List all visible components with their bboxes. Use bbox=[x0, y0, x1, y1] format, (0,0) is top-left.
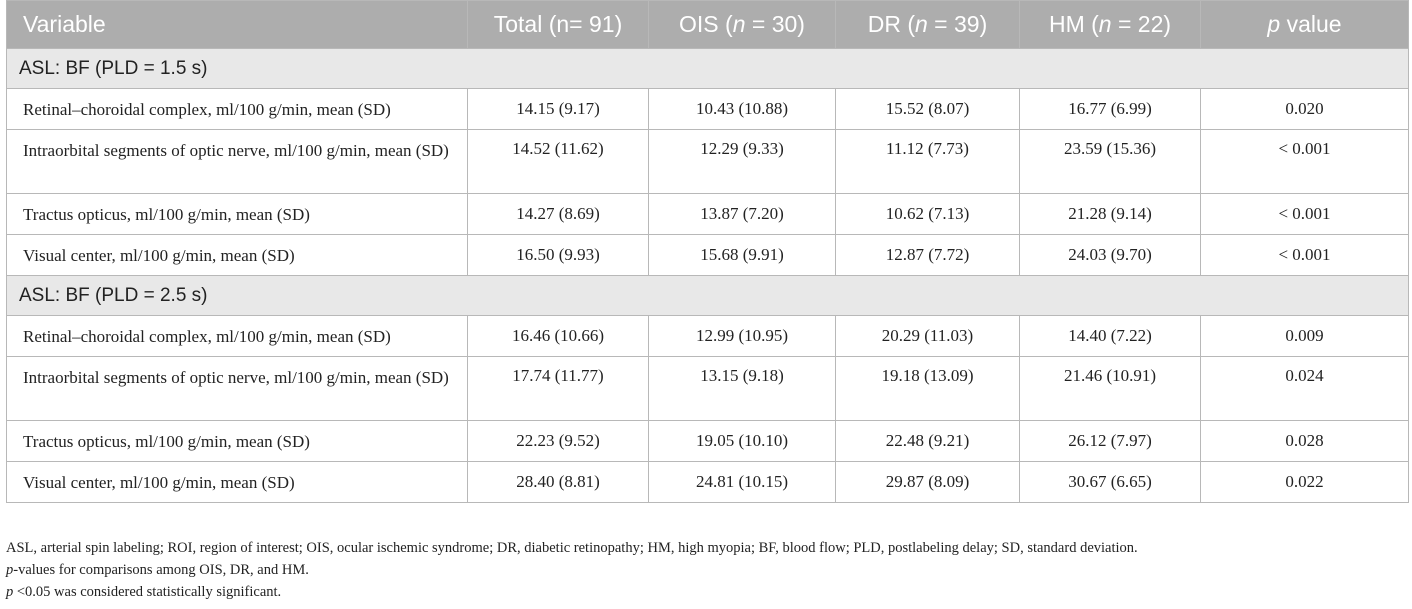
cell-dr: 12.87 (7.72) bbox=[835, 234, 1020, 276]
cell-p: 0.024 bbox=[1200, 356, 1409, 421]
header-ois-n: n bbox=[732, 11, 746, 37]
cell-hm: 14.40 (7.22) bbox=[1019, 315, 1201, 357]
cell-total: 16.50 (9.93) bbox=[467, 234, 649, 276]
table-row: Intraorbital segments of optic nerve, ml… bbox=[6, 356, 1409, 421]
data-table-container: Variable Total (n= 91) OIS (n = 30) DR (… bbox=[6, 0, 1409, 503]
footnote-abbreviations: ASL, arterial spin labeling; ROI, region… bbox=[6, 540, 1138, 556]
table-row: Visual center, ml/100 g/min, mean (SD) 2… bbox=[6, 461, 1409, 503]
cell-dr: 15.52 (8.07) bbox=[835, 88, 1020, 130]
cell-total: 14.52 (11.62) bbox=[467, 129, 649, 194]
cell-dr: 10.62 (7.13) bbox=[835, 193, 1020, 235]
header-p-post: value bbox=[1280, 11, 1342, 37]
header-variable: Variable bbox=[6, 0, 468, 49]
header-hm-post: = 22) bbox=[1111, 11, 1172, 37]
cell-ois: 10.43 (10.88) bbox=[648, 88, 836, 130]
footnote-pvalues-text: -values for comparisons among OIS, DR, a… bbox=[13, 562, 309, 578]
cell-dr: 29.87 (8.09) bbox=[835, 461, 1020, 503]
cell-p: < 0.001 bbox=[1200, 193, 1409, 235]
cell-total: 16.46 (10.66) bbox=[467, 315, 649, 357]
row-label: Intraorbital segments of optic nerve, ml… bbox=[6, 129, 468, 194]
row-label: Intraorbital segments of optic nerve, ml… bbox=[6, 356, 468, 421]
cell-total: 14.15 (9.17) bbox=[467, 88, 649, 130]
header-dr: DR (n = 39) bbox=[835, 0, 1020, 49]
cell-p: < 0.001 bbox=[1200, 234, 1409, 276]
cell-ois: 13.15 (9.18) bbox=[648, 356, 836, 421]
cell-p: 0.009 bbox=[1200, 315, 1409, 357]
cell-dr: 20.29 (11.03) bbox=[835, 315, 1020, 357]
row-label: Retinal–choroidal complex, ml/100 g/min,… bbox=[6, 315, 468, 357]
header-dr-post: = 39) bbox=[927, 11, 988, 37]
table-row: Retinal–choroidal complex, ml/100 g/min,… bbox=[6, 88, 1409, 130]
cell-dr: 11.12 (7.73) bbox=[835, 129, 1020, 194]
row-label: Visual center, ml/100 g/min, mean (SD) bbox=[6, 234, 468, 276]
cell-ois: 12.29 (9.33) bbox=[648, 129, 836, 194]
data-table: Variable Total (n= 91) OIS (n = 30) DR (… bbox=[6, 0, 1409, 503]
cell-p: 0.028 bbox=[1200, 420, 1409, 462]
footnote-signif-p: p bbox=[6, 584, 14, 600]
table-row: Retinal–choroidal complex, ml/100 g/min,… bbox=[6, 315, 1409, 357]
header-ois-post: = 30) bbox=[745, 11, 805, 37]
footnote-pvalues-p: p bbox=[6, 562, 14, 578]
row-label: Tractus opticus, ml/100 g/min, mean (SD) bbox=[6, 420, 468, 462]
table-row: Tractus opticus, ml/100 g/min, mean (SD)… bbox=[6, 420, 1409, 462]
cell-ois: 24.81 (10.15) bbox=[648, 461, 836, 503]
cell-dr: 19.18 (13.09) bbox=[835, 356, 1020, 421]
footnote-significance: p <0.05 was considered statistically sig… bbox=[6, 581, 1138, 603]
section-row-1: ASL: BF (PLD = 1.5 s) bbox=[6, 48, 1409, 89]
header-total: Total (n= 91) bbox=[467, 0, 649, 49]
cell-dr: 22.48 (9.21) bbox=[835, 420, 1020, 462]
table-row: Intraorbital segments of optic nerve, ml… bbox=[6, 129, 1409, 194]
table-footnotes: ASL, arterial spin labeling; ROI, region… bbox=[6, 537, 1138, 603]
footnote-signif-text: <0.05 was considered statistically signi… bbox=[13, 584, 282, 600]
section-title-1: ASL: BF (PLD = 1.5 s) bbox=[6, 48, 1409, 89]
header-ois-pre: OIS ( bbox=[679, 11, 733, 37]
table-row: Tractus opticus, ml/100 g/min, mean (SD)… bbox=[6, 193, 1409, 235]
cell-p: 0.020 bbox=[1200, 88, 1409, 130]
row-label: Visual center, ml/100 g/min, mean (SD) bbox=[6, 461, 468, 503]
table-row: Visual center, ml/100 g/min, mean (SD) 1… bbox=[6, 234, 1409, 276]
row-label: Retinal–choroidal complex, ml/100 g/min,… bbox=[6, 88, 468, 130]
cell-hm: 26.12 (7.97) bbox=[1019, 420, 1201, 462]
cell-hm: 30.67 (6.65) bbox=[1019, 461, 1201, 503]
header-hm-n: n bbox=[1098, 11, 1112, 37]
cell-ois: 13.87 (7.20) bbox=[648, 193, 836, 235]
cell-p: < 0.001 bbox=[1200, 129, 1409, 194]
cell-total: 14.27 (8.69) bbox=[467, 193, 649, 235]
footnote-pvalues: p-values for comparisons among OIS, DR, … bbox=[6, 559, 1138, 581]
cell-total: 28.40 (8.81) bbox=[467, 461, 649, 503]
cell-total: 17.74 (11.77) bbox=[467, 356, 649, 421]
header-p-value: p value bbox=[1200, 0, 1409, 49]
cell-ois: 19.05 (10.10) bbox=[648, 420, 836, 462]
header-p-italic: p bbox=[1267, 11, 1281, 37]
cell-ois: 15.68 (9.91) bbox=[648, 234, 836, 276]
section-row-2: ASL: BF (PLD = 2.5 s) bbox=[6, 275, 1409, 316]
cell-ois: 12.99 (10.95) bbox=[648, 315, 836, 357]
cell-hm: 23.59 (15.36) bbox=[1019, 129, 1201, 194]
header-dr-pre: DR ( bbox=[867, 11, 915, 37]
header-hm: HM (n = 22) bbox=[1019, 0, 1201, 49]
cell-p: 0.022 bbox=[1200, 461, 1409, 503]
cell-hm: 16.77 (6.99) bbox=[1019, 88, 1201, 130]
cell-hm: 21.28 (9.14) bbox=[1019, 193, 1201, 235]
header-ois: OIS (n = 30) bbox=[648, 0, 836, 49]
section-title-2: ASL: BF (PLD = 2.5 s) bbox=[6, 275, 1409, 316]
cell-total: 22.23 (9.52) bbox=[467, 420, 649, 462]
header-hm-pre: HM ( bbox=[1048, 11, 1099, 37]
cell-hm: 24.03 (9.70) bbox=[1019, 234, 1201, 276]
row-label: Tractus opticus, ml/100 g/min, mean (SD) bbox=[6, 193, 468, 235]
header-dr-n: n bbox=[915, 11, 928, 37]
cell-hm: 21.46 (10.91) bbox=[1019, 356, 1201, 421]
header-row: Variable Total (n= 91) OIS (n = 30) DR (… bbox=[6, 0, 1409, 49]
